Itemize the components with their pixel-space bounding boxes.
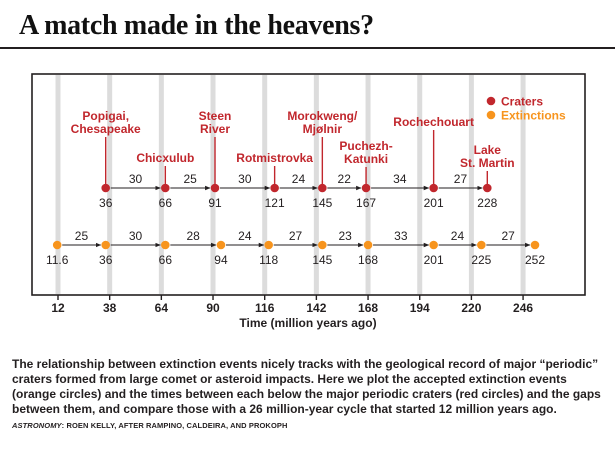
extinction-point-4	[264, 240, 273, 250]
crater-point-2	[210, 183, 220, 193]
extinction-point-5	[318, 240, 327, 250]
crater-name-7: Lake St. Martin	[460, 143, 515, 170]
legend-crater-marker	[486, 96, 496, 106]
x-tick-label-2: 64	[155, 301, 169, 315]
extinction-point-8	[477, 240, 486, 250]
gap-label-0-5: 34	[393, 172, 407, 186]
crater-name-2: Steen River	[199, 109, 232, 136]
gap-label-0-1: 25	[183, 172, 197, 186]
crater-name-0: Popigai, Chesapeake	[71, 109, 141, 136]
crater-value-7: 228	[477, 196, 497, 210]
x-tick-label-0: 12	[51, 301, 65, 315]
crater-name-4: Morokweng/Mjølnir	[287, 109, 358, 136]
x-tick-label-6: 168	[358, 301, 378, 315]
extinction-value-3: 94	[214, 253, 228, 267]
gap-label-0-3: 24	[292, 172, 306, 186]
gap-label-1-2: 28	[186, 229, 200, 243]
credit: ASTRONOMY: ROEN KELLY, AFTER RAMPINO, CA…	[12, 421, 288, 430]
crater-name-5: Puchezh-Katunki	[339, 139, 392, 166]
caption-text: The relationship between extinction even…	[12, 357, 601, 416]
crater-value-4: 145	[312, 196, 332, 210]
x-tick-label-1: 38	[103, 301, 117, 315]
extinction-value-4: 118	[259, 253, 278, 267]
crater-point-1	[161, 183, 170, 193]
crater-point-3	[270, 183, 279, 193]
extinction-point-3	[216, 240, 226, 250]
crater-point-7	[483, 183, 492, 193]
crater-name-6: Rochechouart	[393, 115, 474, 129]
crater-point-6	[429, 183, 438, 193]
legend-extinction-label: Extinctions	[501, 109, 566, 123]
credit-names: : ROEN KELLY, AFTER RAMPINO, CALDEIRA, A…	[61, 421, 288, 430]
chart-frame	[31, 73, 586, 296]
x-tick-label-4: 116	[255, 301, 275, 315]
extinction-point-0	[52, 240, 62, 250]
gap-label-1-1: 30	[129, 229, 143, 243]
crater-value-0: 36	[99, 196, 113, 210]
crater-value-2: 91	[208, 196, 222, 210]
x-tick-label-8: 220	[461, 301, 481, 315]
crater-point-5	[361, 183, 371, 193]
legend-crater-label: Craters	[501, 95, 543, 109]
x-axis-label: Time (million years ago)	[239, 316, 376, 330]
extinction-point-9	[530, 240, 540, 250]
title-rule	[0, 47, 615, 49]
gap-label-1-3: 24	[238, 229, 252, 243]
crater-point-0	[101, 183, 110, 193]
extinction-value-0: 11.6	[46, 253, 69, 267]
extinction-point-6	[363, 240, 373, 250]
crater-name-1: Chicxulub	[136, 151, 194, 165]
x-tick-label-3: 90	[206, 301, 220, 315]
gap-label-0-2: 30	[238, 172, 252, 186]
crater-value-3: 121	[265, 196, 285, 210]
crater-value-6: 201	[424, 196, 444, 210]
gap-label-1-6: 33	[394, 229, 408, 243]
extinction-value-9: 252	[525, 253, 545, 267]
credit-magazine: ASTRONOMY	[12, 421, 62, 430]
extinction-value-7: 201	[424, 253, 444, 267]
x-tick-label-5: 142	[306, 301, 326, 315]
extinction-value-8: 225	[471, 253, 491, 267]
legend-extinction-marker	[486, 110, 496, 120]
crater-value-5: 167	[356, 196, 376, 210]
gap-label-1-7: 24	[451, 229, 465, 243]
gap-label-1-0: 25	[75, 229, 89, 243]
x-tick-label-9: 246	[513, 301, 533, 315]
extinction-point-7	[429, 240, 438, 250]
gap-label-0-0: 30	[129, 172, 143, 186]
gap-label-1-8: 27	[501, 229, 515, 243]
x-tick-label-7: 194	[410, 301, 430, 315]
extinction-point-1	[101, 240, 110, 250]
crater-name-3: Rotmistrovka	[236, 151, 313, 165]
gap-label-1-5: 23	[339, 229, 353, 243]
crater-point-4	[318, 183, 327, 193]
caption: The relationship between extinction even…	[12, 357, 610, 433]
extinction-point-2	[161, 240, 170, 250]
crater-value-1: 66	[159, 196, 173, 210]
gap-label-0-6: 27	[454, 172, 468, 186]
gap-label-1-4: 27	[289, 229, 303, 243]
extinction-value-1: 36	[99, 253, 113, 267]
page-title: A match made in the heavens?	[19, 10, 374, 41]
extinction-value-5: 145	[312, 253, 332, 267]
extinction-value-6: 168	[358, 253, 378, 267]
extinction-value-2: 66	[159, 253, 173, 267]
gap-label-0-4: 22	[338, 172, 352, 186]
